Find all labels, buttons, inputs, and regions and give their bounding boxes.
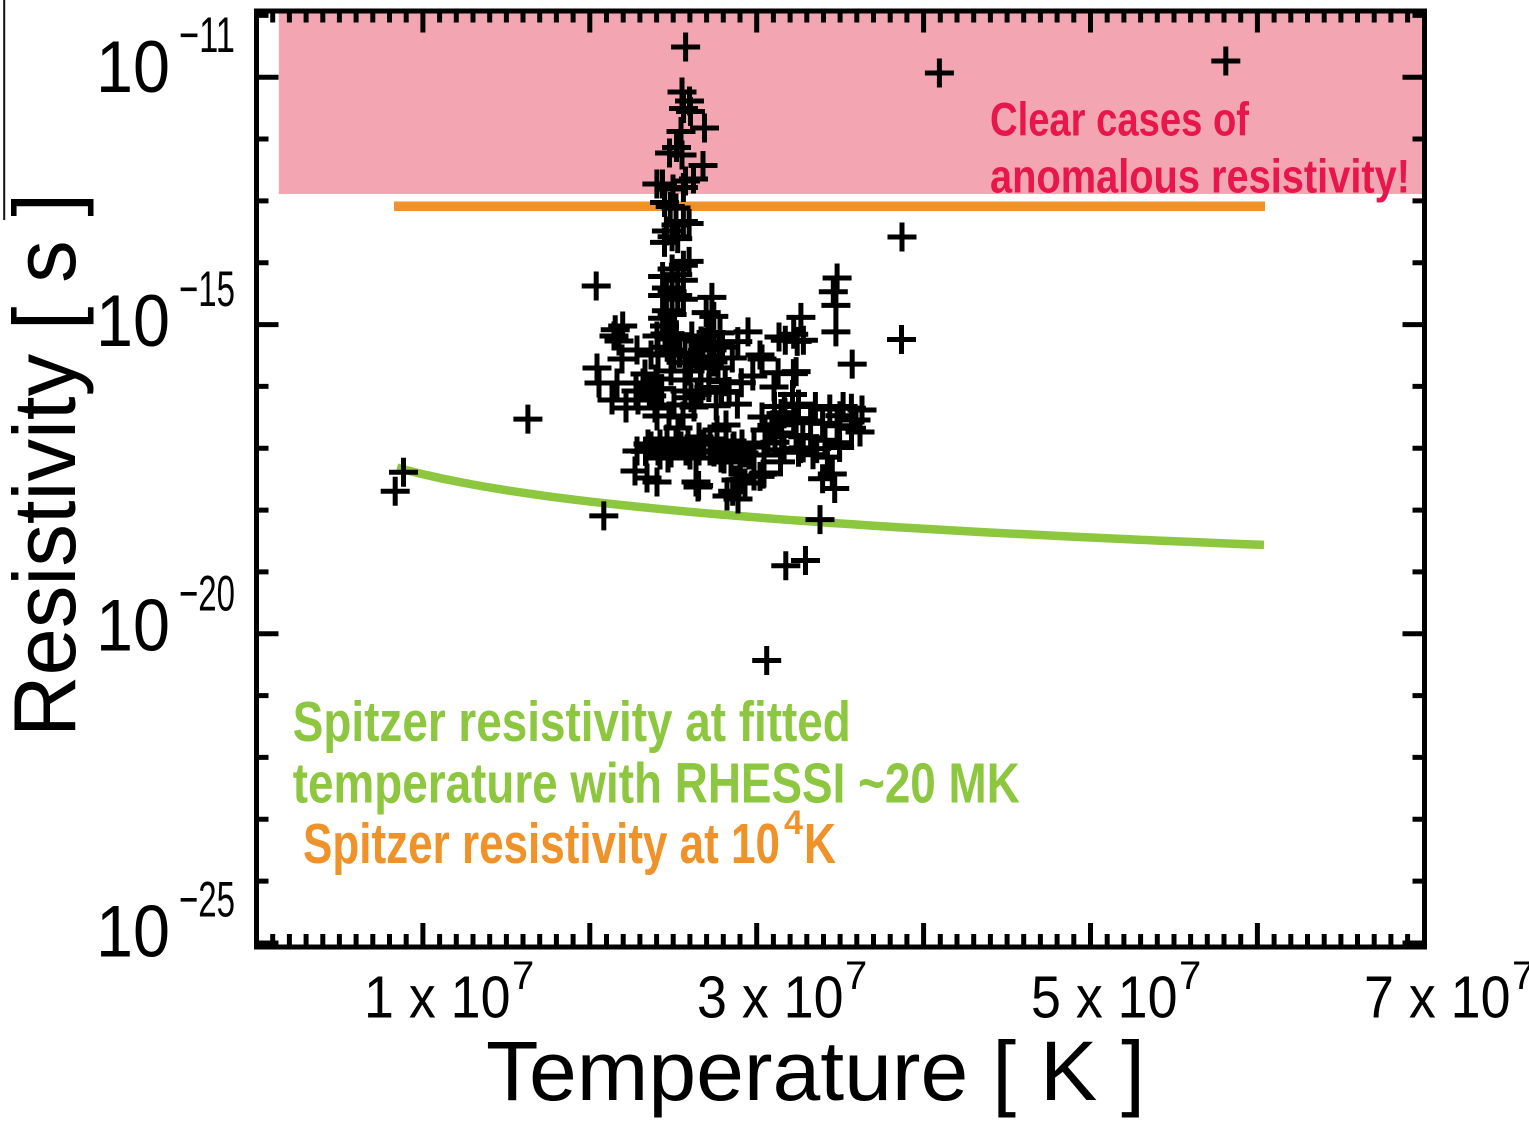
svg-text:3 x 10: 3 x 10 — [697, 965, 844, 1031]
svg-text:anomalous resistivity!: anomalous resistivity! — [990, 149, 1410, 202]
svg-text:7 x 10: 7 x 10 — [1364, 965, 1511, 1031]
svg-text:−15: −15 — [179, 261, 235, 317]
svg-text:5 x 10: 5 x 10 — [1031, 965, 1178, 1031]
svg-text:7: 7 — [1179, 954, 1201, 998]
svg-text:Resistivity [ s ]: Resistivity [ s ] — [0, 193, 94, 737]
svg-text:4: 4 — [784, 804, 803, 842]
svg-text:10: 10 — [96, 892, 170, 973]
svg-text:temperature with RHESSI ~20 MK: temperature with RHESSI ~20 MK — [293, 751, 1020, 815]
svg-text:Spitzer resistivity at fitted: Spitzer resistivity at fitted — [293, 690, 851, 754]
svg-text:7: 7 — [845, 954, 867, 998]
svg-text:10: 10 — [96, 586, 170, 667]
svg-text:−11: −11 — [179, 7, 235, 63]
svg-text:K: K — [804, 812, 836, 876]
svg-text:Temperature [ K ]: Temperature [ K ] — [486, 1024, 1145, 1118]
svg-text:7: 7 — [512, 954, 534, 998]
svg-text:−20: −20 — [179, 566, 235, 622]
svg-text:10: 10 — [96, 281, 170, 362]
svg-text:Clear cases of: Clear cases of — [990, 93, 1249, 146]
svg-text:10: 10 — [96, 27, 170, 108]
svg-text:1 x 10: 1 x 10 — [364, 965, 511, 1031]
svg-text:Spitzer resistivity at 10: Spitzer resistivity at 10 — [303, 812, 780, 876]
svg-text:7: 7 — [1512, 954, 1529, 998]
svg-text:−25: −25 — [179, 872, 235, 928]
